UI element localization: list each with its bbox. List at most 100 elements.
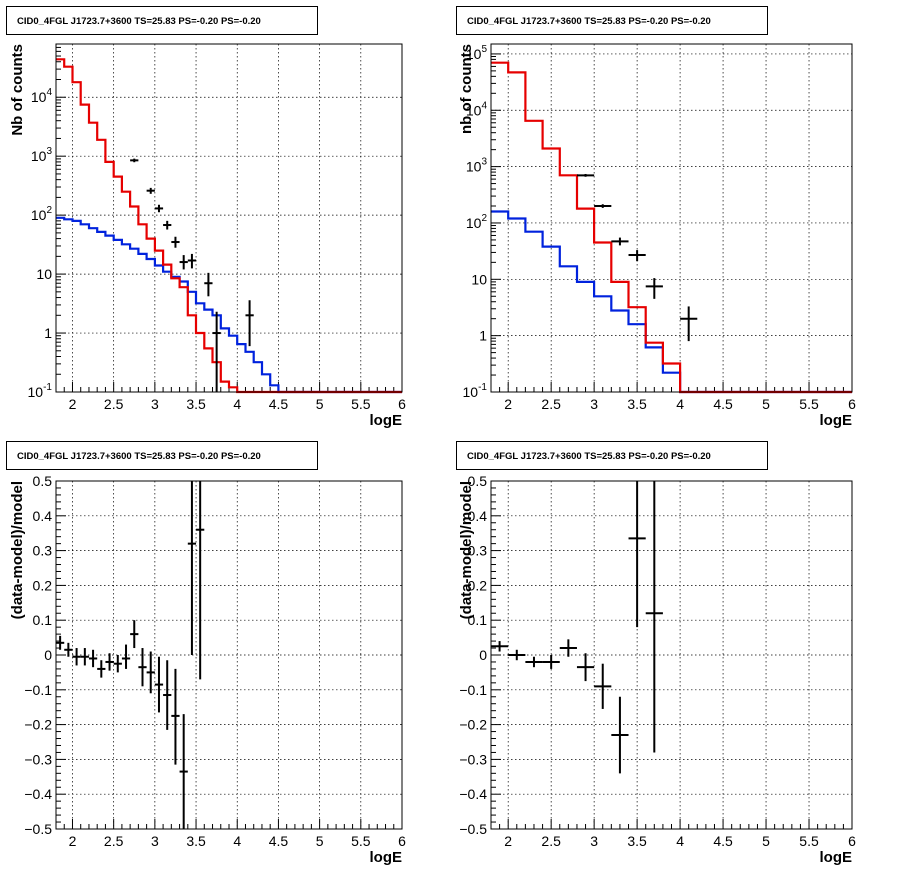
y-axis-label: (data-model)/model	[9, 481, 26, 619]
y-tick-label: 0.2	[468, 577, 488, 593]
plot-frame	[55, 480, 403, 830]
component-model-histogram	[491, 210, 852, 394]
data-point	[576, 653, 595, 682]
data-point	[179, 714, 188, 829]
chart-panel-2: CID0_4FGL J1723.7+3600 TS=25.83 PS=-0.20…	[456, 6, 856, 429]
chart-title: CID0_4FGL J1723.7+3600 TS=25.83 PS=-0.20…	[467, 16, 711, 27]
y-tick-label: 10	[471, 271, 487, 287]
data-point	[154, 656, 164, 713]
title-box	[6, 6, 318, 35]
data-point	[146, 651, 155, 694]
data-point	[88, 649, 98, 668]
x-tick-label: 3.5	[627, 833, 647, 849]
data-point	[491, 641, 509, 652]
x-axis-label: logE	[370, 849, 403, 866]
y-tick-label: −0.3	[24, 751, 52, 767]
data-point	[163, 220, 172, 230]
y-tick-label: −0.2	[24, 717, 52, 733]
x-tick-label: 4	[233, 396, 241, 412]
x-tick-label: 3	[590, 833, 598, 849]
x-tick-label: 6	[848, 396, 856, 412]
data-point	[611, 696, 629, 774]
y-tick-label: −0.1	[24, 682, 52, 698]
y-tick-label: 0.5	[468, 473, 488, 489]
data-point	[204, 272, 213, 297]
y-tick-label: 104	[31, 87, 53, 105]
component-model-histogram	[56, 216, 402, 394]
data-point	[245, 300, 254, 347]
x-tick-label: 4.5	[713, 833, 733, 849]
data-point	[187, 481, 197, 655]
data-point	[72, 648, 81, 666]
data-point	[105, 653, 114, 671]
x-tick-label: 5.5	[799, 833, 819, 849]
x-tick-label: 6	[848, 833, 856, 849]
plot-frame	[490, 43, 853, 393]
data-point	[196, 481, 205, 680]
data-point	[508, 649, 526, 661]
data-point	[645, 278, 663, 299]
x-tick-label: 5.5	[799, 396, 819, 412]
y-tick-label: −0.5	[24, 821, 52, 837]
x-tick-label: 5.5	[351, 396, 371, 412]
x-tick-label: 2.5	[104, 396, 124, 412]
x-tick-label: 2	[69, 396, 77, 412]
x-tick-label: 2	[504, 833, 512, 849]
data-point	[611, 237, 629, 246]
y-tick-label: −0.4	[24, 786, 52, 802]
y-tick-label: −0.2	[459, 717, 487, 733]
y-tick-label: 0.3	[33, 543, 53, 559]
y-tick-label: 1	[479, 328, 487, 344]
data-point	[154, 204, 164, 213]
y-tick-label: 102	[31, 205, 53, 223]
title-box	[6, 441, 318, 470]
data-point	[212, 311, 221, 392]
y-tick-label: 102	[466, 213, 488, 231]
data-point	[138, 648, 147, 687]
title-box	[456, 441, 768, 470]
data-point	[163, 660, 172, 730]
y-tick-label: −0.1	[459, 682, 487, 698]
y-tick-label: 10-1	[28, 382, 53, 400]
data-point	[130, 158, 139, 163]
x-tick-label: 2.5	[104, 833, 124, 849]
x-tick-label: 2.5	[541, 833, 561, 849]
data-point	[171, 668, 180, 765]
y-tick-label: −0.5	[459, 821, 487, 837]
x-tick-label: 3	[151, 396, 159, 412]
data-point	[130, 620, 139, 649]
x-tick-label: 4	[233, 833, 241, 849]
y-axis-label: (data-model)/model	[458, 481, 475, 619]
x-tick-label: 5	[316, 396, 324, 412]
data-point	[97, 660, 106, 678]
data-point	[146, 187, 155, 194]
chart-panel-3: CID0_4FGL J1723.7+3600 TS=25.83 PS=-0.20…	[6, 441, 406, 866]
chart-panel-4: CID0_4FGL J1723.7+3600 TS=25.83 PS=-0.20…	[456, 441, 856, 866]
x-tick-label: 3.5	[186, 833, 206, 849]
y-tick-label: 103	[31, 146, 53, 164]
x-tick-label: 6	[398, 833, 406, 849]
chart-title: CID0_4FGL J1723.7+3600 TS=25.83 PS=-0.20…	[467, 451, 711, 462]
data-point	[542, 655, 560, 669]
data-point	[594, 204, 612, 208]
plot-frame	[55, 43, 403, 393]
x-tick-label: 4	[676, 833, 684, 849]
data-point	[121, 644, 131, 669]
data-point	[525, 656, 543, 668]
chart-title: CID0_4FGL J1723.7+3600 TS=25.83 PS=-0.20…	[17, 451, 261, 462]
x-tick-label: 3.5	[627, 396, 647, 412]
x-tick-label: 6	[398, 396, 406, 412]
x-tick-label: 3	[151, 833, 159, 849]
x-tick-label: 5	[316, 833, 324, 849]
y-tick-label: −0.4	[459, 786, 487, 802]
data-point	[576, 173, 595, 177]
data-point	[64, 642, 73, 657]
data-point	[171, 236, 180, 248]
data-point	[80, 648, 89, 666]
x-tick-label: 3.5	[186, 396, 206, 412]
x-tick-label: 2	[69, 833, 77, 849]
y-tick-label: 0.3	[468, 543, 488, 559]
y-tick-label: 0.4	[468, 508, 488, 524]
y-tick-label: 0	[479, 647, 487, 663]
